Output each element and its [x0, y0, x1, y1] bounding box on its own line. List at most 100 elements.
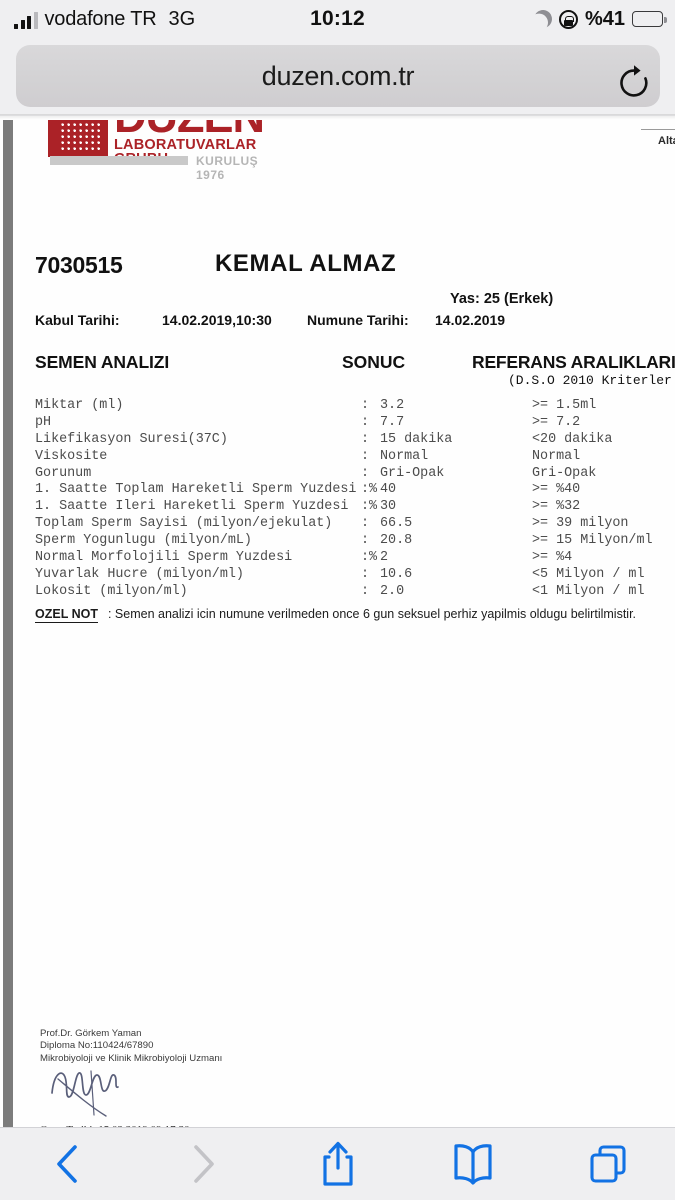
battery-icon [632, 11, 667, 27]
cell-reference: >= 15 Milyon/ml [532, 533, 653, 549]
reload-button[interactable] [615, 64, 653, 102]
cell-test-name: Lokosit (milyon/ml) [35, 583, 188, 599]
cell-reference: Normal [532, 448, 581, 464]
lab-report-page: DÜZEN LABORATUVARLAR GRUBU KURULUŞ 1976 … [13, 120, 675, 1127]
column-header-reference: REFERANS ARALIKLARI ALT [472, 352, 675, 372]
reload-icon [620, 65, 648, 97]
cell-reference: <1 Milyon / ml [532, 583, 645, 599]
column-header-result: SONUC [342, 352, 406, 372]
cell-value: Normal [380, 448, 429, 464]
results-table: Miktar (ml):3.2 >= 1.5ml pH:7.7 >= 7.2 Likef… [13, 398, 675, 601]
cell-test-name: Sperm Yogunlugu (milyon/mL) [35, 533, 252, 549]
corner-truncated-label: Altan [658, 135, 675, 147]
cell-colon: : [361, 482, 370, 498]
table-row: 1. Saatte Toplam Hareketli Sperm Yuzdesi… [13, 482, 675, 499]
tabs-button[interactable] [540, 1127, 675, 1200]
cell-percent: % [369, 482, 378, 498]
browser-address-bar: duzen.com.tr [0, 38, 675, 116]
cell-reference: <5 Milyon / ml [532, 566, 645, 582]
admission-date-value: 14.02.2019,10:30 [162, 312, 272, 328]
cell-test-name: Miktar (ml) [35, 398, 124, 413]
dates-row: Kabul Tarihi: 14.02.2019,10:30 Numune Ta… [35, 312, 635, 332]
share-icon [322, 1141, 353, 1186]
special-note-text: : Semen analizi icin numune verilmeden o… [107, 607, 637, 621]
cell-colon: : [361, 566, 370, 582]
signature-block: Prof.Dr. Görkem Yaman Diploma No:110424/… [40, 1028, 360, 1127]
url-input[interactable]: duzen.com.tr [16, 45, 660, 107]
table-row: Yuvarlak Hucre (milyon/ml):10.6 <5 Milyon… [13, 567, 675, 584]
cell-test-name: Normal Morfolojili Sperm Yuzdesi [35, 550, 293, 566]
column-header-reference-note: (D.S.O 2010 Kriterler [508, 373, 672, 388]
protocol-number: 7030515 [35, 252, 123, 278]
corner-cell-rule [641, 129, 675, 130]
logo-established-label: KURULUŞ 1976 [196, 154, 259, 182]
cell-test-name: pH [35, 414, 52, 430]
cell-value: 2.0 [380, 583, 405, 599]
status-bar: vodafone TR 3G 10:12 %41 [0, 0, 675, 38]
cell-test-name: Gorunum [35, 465, 92, 481]
table-row: Sperm Yogunlugu (milyon/mL):20.8 >= 15 Mi… [13, 533, 675, 550]
signing-doctor-name: Prof.Dr. Görkem Yaman [40, 1028, 142, 1039]
cell-colon: : [361, 533, 370, 549]
back-chevron-icon [56, 1144, 77, 1183]
approval-date-label: Onay Tarihi: 15.02.2019 09:17:30 [40, 1124, 190, 1127]
cell-value: 66.5 [380, 516, 413, 532]
cell-value: 7.7 [380, 414, 405, 430]
cell-reference: >= %40 [532, 482, 581, 498]
cell-colon: : [361, 499, 370, 515]
cell-value: 3.2 [380, 398, 405, 413]
tabs-icon [589, 1144, 626, 1183]
sample-date-label: Numune Tarihi: [307, 312, 409, 328]
status-bar-left: vodafone TR 3G [14, 9, 195, 29]
cell-colon: : [361, 414, 370, 430]
cell-reference: >= 1.5ml [532, 398, 597, 413]
signing-doctor-title: Mikrobiyoloji ve Klinik Mikrobiyoloji Uz… [40, 1052, 223, 1064]
cell-value: Gri-Opak [380, 465, 445, 481]
table-row: Viskosite: Normal Normal [13, 449, 675, 466]
rotation-lock-icon [558, 9, 578, 29]
admission-date-label: Kabul Tarihi: [35, 312, 120, 328]
share-button[interactable] [270, 1127, 405, 1200]
book-icon [453, 1143, 492, 1185]
logo-wordmark: DÜZEN [114, 120, 265, 139]
cell-reference: >= 7.2 [532, 414, 581, 430]
signing-diploma-no: Diploma No:110424/67890 [40, 1040, 154, 1052]
bookmarks-button[interactable] [405, 1127, 540, 1200]
cell-colon: : [361, 398, 370, 413]
network-type-label: 3G [168, 8, 196, 30]
cell-reference: Gri-Opak [532, 465, 597, 481]
forward-button[interactable] [135, 1127, 270, 1200]
cell-value: 2 [380, 550, 389, 566]
handwritten-signature-icon [51, 1070, 119, 1117]
special-note: OZEL NOT : Semen analizi icin numune ver… [35, 607, 655, 625]
cell-colon: : [361, 516, 370, 532]
address-bar-shadow [0, 114, 675, 120]
cell-test-name: 1. Saatte Toplam Hareketli Sperm Yuzdesi [35, 482, 357, 498]
forward-chevron-icon [193, 1144, 214, 1183]
cell-value: 15 dakika [380, 431, 453, 447]
table-row: 1. Saatte Ileri Hareketli Sperm Yuzdesi:… [13, 499, 675, 516]
table-row: Normal Morfolojili Sperm Yuzdesi:% 2 >= %4 [13, 550, 675, 567]
web-page-content[interactable]: DÜZEN LABORATUVARLAR GRUBU KURULUŞ 1976 … [0, 120, 675, 1127]
cell-value: 10.6 [380, 566, 413, 582]
logo-mark-icon [48, 120, 108, 157]
cell-test-name: Likefikasyon Suresi(37C) [35, 431, 228, 447]
sample-date-value: 14.02.2019 [435, 312, 506, 328]
special-note-label: OZEL NOT [35, 607, 98, 623]
table-row: Gorunum: Gri-Opak Gri-Opak [13, 466, 675, 483]
back-button[interactable] [0, 1127, 135, 1200]
cell-reference: >= 39 milyon [532, 516, 629, 532]
cell-value: 40 [380, 482, 397, 498]
table-row: Lokosit (milyon/ml):2.0 <1 Milyon / ml [13, 584, 675, 601]
toolbar-divider [0, 1127, 675, 1128]
cell-value: 30 [380, 499, 397, 515]
patient-name: KEMAL ALMAZ [215, 250, 397, 277]
patient-age-sex: Yas: 25 (Erkek) [450, 291, 554, 307]
cell-colon: : [361, 583, 370, 599]
cell-colon: : [361, 465, 370, 481]
cell-value: 20.8 [380, 533, 413, 549]
table-row: Likefikasyon Suresi(37C):15 dakika <20 da… [13, 432, 675, 449]
cell-test-name: Viskosite [35, 448, 108, 464]
table-row: Miktar (ml):3.2 >= 1.5ml [13, 398, 675, 415]
cell-reference: >= %4 [532, 550, 573, 566]
